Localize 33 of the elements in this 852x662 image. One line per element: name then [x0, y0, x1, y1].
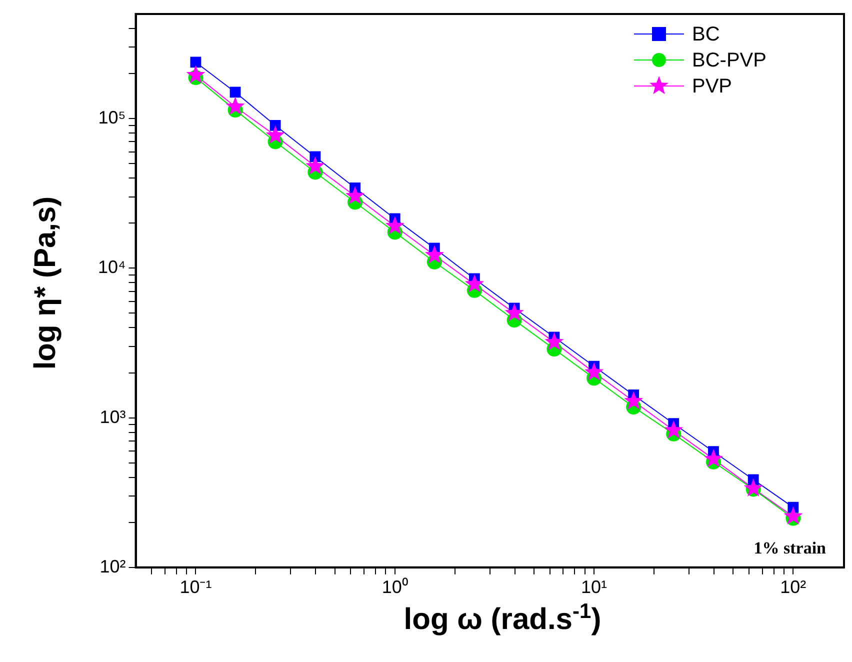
legend-label: BC: [692, 24, 720, 46]
point: [704, 449, 723, 468]
point: [346, 186, 365, 204]
point: [190, 56, 202, 68]
legend-label: PVP: [692, 76, 732, 98]
x-tick-label: 10⁻¹: [180, 577, 212, 598]
annotation: 1% strain: [754, 538, 827, 558]
point: [664, 420, 684, 438]
x-axis-title: log ω (rad.s$^{-1}$): [402, 600, 602, 637]
point: [270, 120, 281, 131]
y-tick-label: 10³: [100, 406, 126, 427]
point: [230, 86, 241, 98]
point: [464, 274, 484, 292]
legend-label: BC-PVP: [692, 50, 766, 72]
point: [226, 96, 245, 115]
y-tick-label: 10⁴: [98, 257, 126, 278]
point: [424, 245, 444, 264]
point: [186, 65, 206, 84]
point: [784, 506, 803, 525]
point: [306, 156, 325, 174]
y-axis-title: log η* (Pa,s): [29, 196, 63, 370]
y-tick-label: 10²: [100, 556, 126, 576]
point: [266, 126, 285, 144]
x-tick-label: 10⁰: [382, 577, 408, 598]
y-tick-label: 10⁵: [98, 108, 126, 128]
point: [385, 216, 404, 234]
x-tick-label: 10²: [780, 577, 806, 598]
point: [624, 391, 644, 410]
point: [504, 303, 524, 322]
point: [584, 362, 604, 381]
point: [544, 332, 564, 350]
point: [744, 478, 763, 497]
x-tick-label: 10¹: [581, 577, 608, 598]
